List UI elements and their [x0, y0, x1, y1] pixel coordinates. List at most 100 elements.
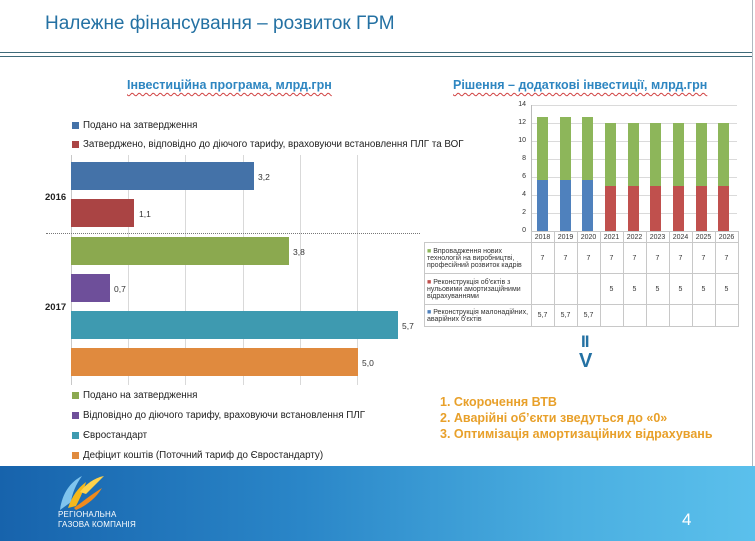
bar-2018-emergency	[537, 180, 548, 231]
table-cell: 5,7	[576, 304, 601, 327]
legend-swatch	[72, 392, 79, 399]
bar-2025-reconstruction	[696, 186, 707, 231]
row-label: ■ Реконструкція малонадійних, аварійних …	[424, 304, 532, 327]
bar-2020-emergency	[582, 180, 593, 231]
table-cell: 7	[714, 242, 739, 274]
bar-2025-tech	[696, 123, 707, 186]
legend-item-deficit: Дефіцит коштів (Поточний тариф до Єврост…	[72, 450, 323, 461]
legend-item-submitted-2017: Подано на затвердження	[72, 390, 197, 401]
page-number: 4	[682, 510, 692, 529]
bar-label: 0,7	[114, 284, 126, 294]
page-title: Належне фінансування – розвиток ГРМ	[45, 13, 395, 34]
year-header: 2022	[622, 231, 647, 243]
gridline	[300, 155, 301, 385]
table-cell: 5,7	[553, 304, 578, 327]
legend-swatch	[72, 412, 79, 419]
legend-item-submitted-2016: Подано на затвердження	[72, 120, 197, 131]
left-chart-title: Інвестиційна програма, млрд.грн	[127, 78, 332, 92]
table-cell: 5	[668, 273, 693, 305]
year-header: 2018	[530, 231, 555, 243]
logo-text-line2: ГАЗОВА КОМПАНІЯ	[58, 520, 136, 529]
bar-2017-current-tariff	[71, 274, 110, 302]
bar-2019-tech	[560, 117, 571, 180]
title-divider-top	[0, 52, 752, 53]
table-cell: 5	[622, 273, 647, 305]
legend-item-eurostandard: Євростандарт	[72, 430, 147, 441]
bar-2024-tech	[673, 123, 684, 186]
legend-item-current-tariff: Відповідно до діючого тарифу, враховуючи…	[72, 410, 365, 421]
year-header: 2020	[576, 231, 601, 243]
bar-2026-reconstruction	[718, 186, 729, 231]
bar-label: 5,7	[402, 321, 414, 331]
bar-2019-emergency	[560, 180, 571, 231]
bar-2016-approved	[71, 199, 134, 227]
table-cell: 7	[622, 242, 647, 274]
equals-arrow-bars-icon: II	[581, 332, 590, 351]
year-header: 2019	[553, 231, 578, 243]
legend-item-approved-2016: Затверджено, відповідно до діючого тариф…	[72, 139, 464, 150]
bar-2022-reconstruction	[628, 186, 639, 231]
year-label-2016: 2016	[45, 192, 67, 203]
table-cell	[714, 304, 739, 327]
table-cell: 7	[668, 242, 693, 274]
table-cell: 5	[691, 273, 716, 305]
table-cell	[553, 273, 578, 305]
bar-2020-tech	[582, 117, 593, 180]
table-cell: 5	[645, 273, 670, 305]
y-tick: 4	[522, 191, 526, 198]
legend-swatch	[72, 141, 79, 148]
legend-swatch	[72, 432, 79, 439]
gridline	[128, 155, 129, 385]
year-label-2017: 2017	[45, 302, 67, 313]
company-logo-icon	[60, 476, 104, 510]
y-axis-line	[531, 105, 532, 231]
table-cell: 7	[553, 242, 578, 274]
year-separator	[46, 233, 420, 234]
title-divider-bottom	[0, 56, 752, 57]
table-cell: 7	[645, 242, 670, 274]
table-cell: 5	[599, 273, 624, 305]
year-header: 2025	[691, 231, 716, 243]
bar-2017-submitted	[71, 237, 289, 265]
y-tick: 14	[518, 101, 526, 108]
bar-2023-tech	[650, 123, 661, 186]
bar-label: 3,8	[293, 247, 305, 257]
gridline	[531, 105, 737, 106]
table-cell	[576, 273, 601, 305]
bar-2017-deficit	[71, 348, 358, 376]
legend-swatch	[72, 452, 79, 459]
bar-2018-tech	[537, 117, 548, 180]
table-cell: 7	[530, 242, 555, 274]
legend-swatch	[72, 122, 79, 129]
bar-2023-reconstruction	[650, 186, 661, 231]
y-tick: 10	[518, 137, 526, 144]
y-tick: 12	[518, 119, 526, 126]
axis-line	[71, 155, 72, 385]
down-arrow-icon: V	[579, 350, 593, 372]
gridline	[243, 155, 244, 385]
bar-label: 1,1	[139, 209, 151, 219]
table-cell	[622, 304, 647, 327]
bar-2024-reconstruction	[673, 186, 684, 231]
bar-label: 5,0	[362, 358, 374, 368]
slide-border	[752, 0, 753, 466]
table-cell: 5	[714, 273, 739, 305]
table-cell	[691, 304, 716, 327]
table-cell: 7	[691, 242, 716, 274]
gridline	[357, 155, 358, 385]
bar-2021-tech	[605, 123, 616, 186]
bar-2021-reconstruction	[605, 186, 616, 231]
right-chart-title: Рішення – додаткові інвестиції, млрд.грн	[453, 78, 708, 92]
logo-text-line1: РЕГІОНАЛЬНА	[58, 510, 117, 519]
year-header: 2026	[714, 231, 739, 243]
y-tick: 0	[522, 227, 526, 234]
table-cell	[645, 304, 670, 327]
row-label: ■ Реконструкція об'єктів з нульовими амо…	[424, 273, 532, 305]
y-tick: 6	[522, 173, 526, 180]
conclusion-1: 1. Скорочення ВТВ	[440, 395, 557, 409]
footer-bar	[0, 466, 755, 541]
conclusion-2: 2. Аварійні об’єкти зведуться до «0»	[440, 411, 668, 425]
table-cell: 5,7	[530, 304, 555, 327]
table-row-tech: ■ Впровадження нових технологій на вироб…	[424, 242, 739, 274]
year-header: 2021	[599, 231, 624, 243]
